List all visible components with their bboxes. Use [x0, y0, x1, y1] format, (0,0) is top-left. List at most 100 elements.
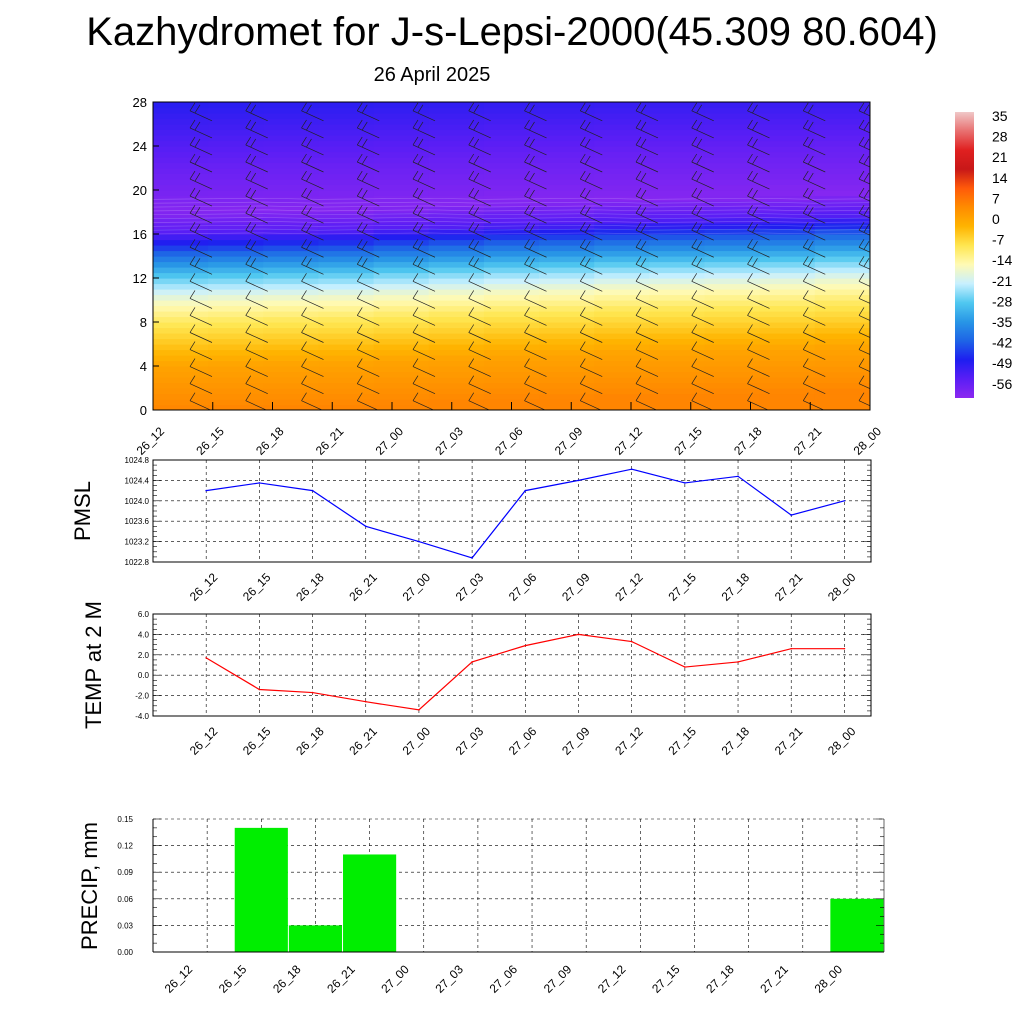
temp-x-tick-label: 27_15 [665, 724, 699, 758]
wind-barb-flag [529, 224, 535, 233]
wind-barb-flag [584, 104, 591, 114]
heatmap-cell [153, 124, 210, 131]
wind-barb [524, 178, 547, 190]
wind-barb-flag [250, 155, 257, 165]
wind-barb [858, 263, 870, 270]
wind-barb-flag [468, 341, 475, 350]
heatmap-cell [483, 113, 541, 120]
wind-barb [858, 144, 870, 151]
heatmap-cell [649, 344, 706, 351]
heatmap-cell [373, 267, 430, 274]
pmsl-x-tick-label: 27_12 [612, 570, 646, 604]
heatmap-cell [318, 118, 375, 125]
wind-barb [412, 263, 436, 275]
heatmap-cell [483, 322, 541, 329]
wind-barb [580, 246, 603, 258]
heatmap-cell [649, 151, 706, 158]
heatmap-cell [594, 366, 651, 373]
heatmap-cell [428, 382, 485, 389]
heatmap-cell [483, 223, 541, 230]
wind-barb-flag [301, 102, 307, 112]
heatmap-cell [483, 349, 541, 356]
wind-barb-flag [802, 307, 809, 316]
wind-barb-flag [468, 392, 475, 401]
wind-barb-flag [691, 136, 698, 146]
heatmap-cell [483, 294, 541, 301]
heatmap-x-tick-label: 27_06 [492, 424, 526, 458]
wind-barb-flag [361, 155, 368, 165]
heatmap-cell [263, 267, 320, 274]
wind-barb-flag [189, 324, 196, 333]
wind-barb-flag [189, 256, 196, 265]
heatmap-cell [428, 212, 485, 219]
heatmap-cell [483, 371, 541, 378]
wind-barb [580, 144, 603, 156]
heatmap-cell [594, 261, 651, 268]
wind-barb-flag [858, 324, 865, 333]
heatmap-y-tick-label: 20 [133, 183, 147, 198]
heatmap-cell [318, 388, 375, 395]
wind-barb-flag [189, 358, 196, 367]
wind-barb [803, 349, 826, 360]
heatmap-cell [759, 168, 816, 175]
wind-barb-flag [468, 119, 475, 129]
colorbar-label: -56 [992, 376, 1012, 392]
heatmap-cell [539, 118, 596, 125]
wind-barb-flag [579, 307, 586, 316]
colorbar-label: -49 [992, 355, 1012, 371]
wind-barb-flag [635, 307, 642, 316]
wind-barb-flag [356, 119, 363, 129]
precip-x-tick-label: 28_00 [812, 962, 846, 996]
wind-barb-flag [468, 290, 475, 299]
wind-barb-flag [858, 392, 865, 401]
heatmap-cell [814, 311, 870, 318]
heatmap-cell [208, 300, 265, 307]
wind-barb-flag [194, 172, 201, 182]
wind-barb [580, 127, 603, 139]
wind-barb [580, 281, 603, 292]
wind-barb-flag [529, 138, 535, 148]
heatmap-cell [649, 272, 706, 279]
heatmap-cell [483, 256, 541, 263]
heatmap-cell [318, 382, 375, 389]
heatmap-cell [539, 300, 596, 307]
wind-barb-flag [640, 155, 647, 165]
heatmap-cell [428, 349, 485, 356]
heatmap-cell [759, 404, 816, 410]
precip-axis-label: PRECIP, mm [77, 822, 102, 950]
heatmap-cell [153, 228, 210, 235]
wind-barb-flag [584, 172, 591, 182]
heatmap-cell [373, 129, 430, 136]
heatmap-cell [373, 382, 430, 389]
wind-barb-flag [189, 273, 196, 282]
heatmap-cell [428, 388, 485, 395]
heatmap-cell [539, 195, 596, 202]
wind-barb [691, 383, 714, 394]
heatmap-cell [263, 151, 320, 158]
heatmap-cell [704, 135, 761, 142]
heatmap-cell [649, 267, 706, 274]
wind-barb-flag [189, 307, 196, 316]
heatmap-cell [428, 366, 485, 373]
heatmap-cell [594, 377, 651, 384]
wind-barb-flag [245, 341, 252, 350]
wind-barb [357, 127, 380, 139]
heatmap-cell [539, 366, 596, 373]
wind-barb [803, 212, 826, 224]
wind-barb [747, 195, 770, 207]
heatmap-cell [483, 212, 541, 219]
wind-barb-flag [579, 102, 586, 112]
heatmap-cell [539, 333, 596, 340]
wind-barb-flag [412, 187, 419, 197]
wind-barb [858, 246, 870, 253]
pmsl-frame [152, 459, 872, 563]
wind-barb [412, 383, 436, 394]
heatmap-cell [373, 404, 430, 410]
temp-x-tick-label: 27_09 [559, 724, 593, 758]
wind-barb-flag [802, 341, 809, 350]
wind-barb-flag [529, 172, 535, 182]
wind-barb [747, 144, 770, 156]
wind-barb-flag [524, 307, 530, 316]
heatmap-cell [539, 360, 596, 367]
heatmap-cell [539, 102, 596, 109]
